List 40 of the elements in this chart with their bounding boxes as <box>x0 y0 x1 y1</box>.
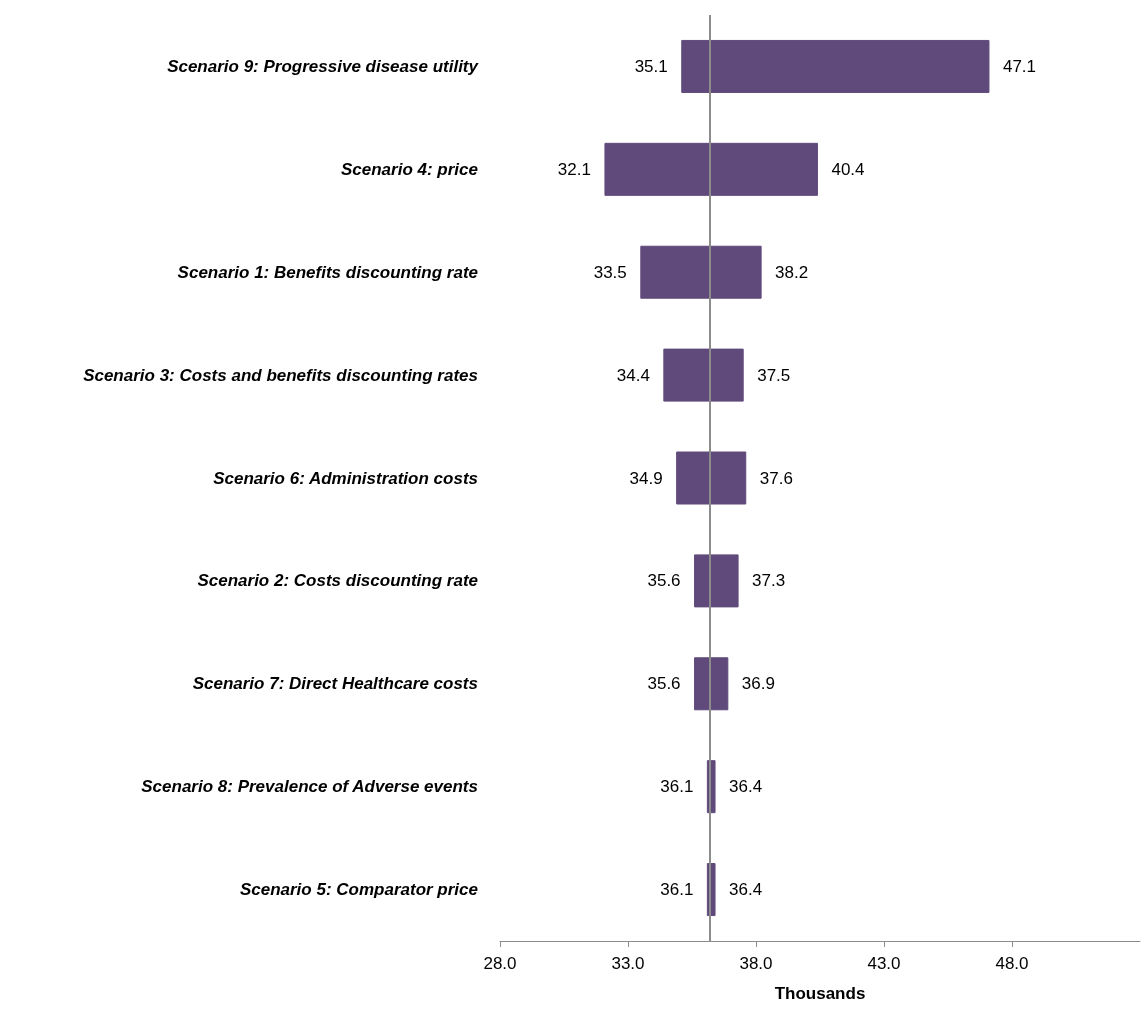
y-tick-label: Scenario 8: Prevalence of Adverse events <box>141 777 478 797</box>
annotation: 47.1 <box>1002 56 1037 76</box>
annotation: 36.9 <box>741 674 775 694</box>
x-axis-title: Thousands <box>774 984 866 1003</box>
annotation: 32.1 <box>557 159 591 179</box>
y-tick-label: Scenario 4: price <box>340 159 478 179</box>
annotation: 35.6 <box>647 674 681 694</box>
bar <box>663 348 744 402</box>
x-tick-label: 28.0 <box>483 954 517 973</box>
annotation: 35.6 <box>647 571 681 591</box>
x-tick-label: 33.0 <box>611 954 645 973</box>
bar <box>681 39 990 93</box>
annotation: 37.5 <box>757 365 791 385</box>
annotation: 37.6 <box>759 468 793 488</box>
annotation: 34.4 <box>616 365 650 385</box>
bar <box>694 657 729 711</box>
bar <box>640 245 762 299</box>
bar <box>604 142 818 196</box>
x-tick-label: 38.0 <box>739 954 773 973</box>
annotation: 36.4 <box>729 880 763 900</box>
y-tick-label: Scenario 3: Costs and benefits discounting rates <box>83 365 478 385</box>
x-tick-label: 43.0 <box>867 954 901 973</box>
y-tick-label: Scenario 7: Direct Healthcare costs <box>192 674 478 694</box>
annotation: 38.2 <box>775 262 809 282</box>
annotation: 36.4 <box>729 777 763 797</box>
annotation: 34.9 <box>629 468 663 488</box>
annotation: 33.5 <box>593 262 627 282</box>
annotation: 36.1 <box>660 880 694 900</box>
annotation: 37.3 <box>752 571 786 591</box>
annotation: 36.1 <box>660 777 694 797</box>
y-tick-label: Scenario 5: Comparator price <box>239 880 478 900</box>
annotation: 40.4 <box>831 159 865 179</box>
bar <box>676 451 747 505</box>
y-tick-label: Scenario 9: Progressive disease utility <box>167 56 480 76</box>
y-tick-label: Scenario 1: Benefits discounting rate <box>177 262 478 282</box>
bar <box>694 554 739 608</box>
x-tick-label: 48.0 <box>995 954 1029 973</box>
y-tick-label: Scenario 6: Administration costs <box>213 468 478 488</box>
y-tick-label: Scenario 2: Costs discounting rate <box>197 571 478 591</box>
annotation: 35.1 <box>634 56 668 76</box>
